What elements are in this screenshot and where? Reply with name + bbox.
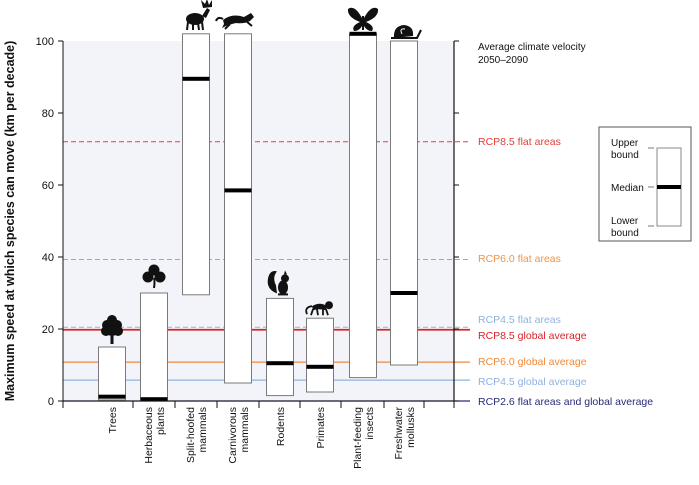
reference-heading: Average climate velocity	[478, 42, 586, 53]
category-label: plants	[155, 407, 167, 435]
reference-labels: RCP8.5 flat areas RCP6.0 flat areas RCP4.5…	[478, 42, 653, 408]
reference-line-label: RCP8.5 flat areas	[478, 136, 561, 148]
range-box	[224, 33, 252, 384]
median-bar	[182, 76, 210, 81]
plot-area	[63, 41, 454, 401]
moose-icon	[186, 0, 212, 31]
legend-label: Median	[611, 183, 644, 194]
clover-leaf-icon	[142, 264, 166, 289]
legend-label: Lower	[611, 216, 639, 227]
range-box	[182, 33, 210, 296]
reference-line-label: RCP4.5 flat areas	[478, 314, 561, 326]
category-label: mammals	[197, 407, 209, 453]
squirrel-icon	[267, 270, 289, 296]
category-label: Trees	[107, 407, 119, 433]
legend-label: bound	[611, 228, 639, 239]
axes: 0 20 40 60 80 100	[36, 36, 459, 408]
range-box	[266, 297, 294, 397]
tree-icon	[101, 315, 123, 344]
range-box	[306, 317, 334, 393]
y-tick-label: 80	[42, 108, 54, 120]
category-label: mollusks	[405, 407, 417, 448]
range-box	[98, 346, 126, 401]
monkey-icon	[305, 301, 333, 316]
median-bar	[306, 364, 334, 369]
y-tick-label: 20	[42, 324, 54, 336]
category-label: mammals	[239, 407, 251, 453]
y-axis-label: Maximum speed at which species can move …	[3, 41, 17, 402]
snail-icon	[391, 25, 422, 39]
median-bar	[224, 188, 252, 193]
category-label: Carnivorous	[227, 407, 239, 464]
median-bar	[390, 291, 418, 295]
median-bar	[266, 361, 294, 366]
median-bar	[98, 394, 126, 399]
legend-label: Upper	[611, 138, 639, 149]
median-bar	[349, 31, 377, 36]
legend-median-bar	[657, 185, 681, 189]
reference-line-label: RCP4.5 global average	[478, 376, 587, 388]
running-cat-icon	[215, 13, 254, 30]
y-tick-label: 60	[42, 180, 54, 192]
range-box	[349, 33, 377, 379]
range-box	[390, 40, 418, 366]
butterfly-icon	[347, 7, 379, 31]
median-bar	[140, 397, 168, 401]
reference-line-label: RCP2.6 flat areas and global average	[478, 396, 653, 408]
reference-heading: 2050–2090	[478, 55, 528, 66]
category-label: Split-hoofed	[185, 407, 197, 463]
reference-line-label: RCP8.5 global average	[478, 330, 587, 342]
range-box	[140, 292, 168, 401]
range-boxes	[98, 31, 418, 401]
category-label: insects	[364, 407, 376, 440]
category-label: Freshwater	[393, 406, 405, 459]
y-tick-label: 100	[36, 36, 54, 48]
category-labels: Trees Herbaceous plants Split-hoofed mammals…	[107, 406, 417, 468]
category-label: Herbaceous	[143, 407, 155, 464]
reference-line-label: RCP6.0 flat areas	[478, 253, 561, 265]
legend-label: bound	[611, 150, 639, 161]
y-tick-label: 0	[48, 396, 54, 408]
y-tick-label: 40	[42, 252, 54, 264]
reference-line-label: RCP6.0 global average	[478, 356, 587, 368]
category-label: Primates	[315, 407, 327, 448]
category-label: Rodents	[275, 407, 287, 446]
category-label: Plant-feeding	[352, 407, 364, 469]
category-icons	[101, 0, 422, 344]
